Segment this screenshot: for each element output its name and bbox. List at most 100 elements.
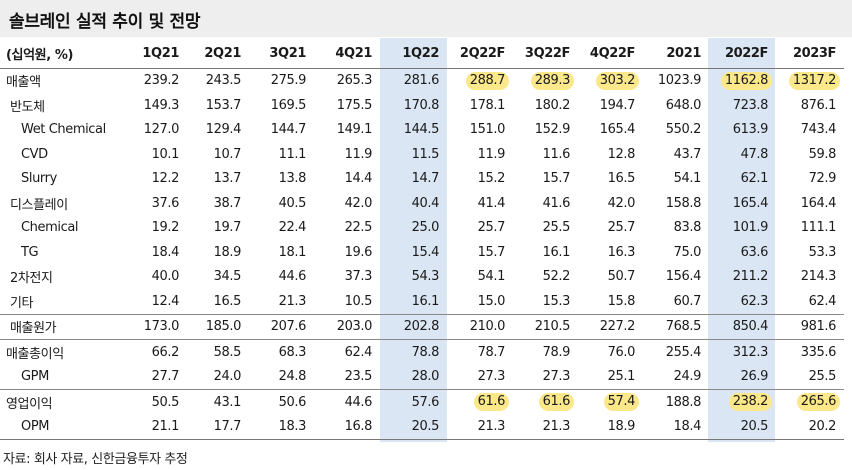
table-cell: 21.3: [513, 414, 578, 440]
table-cell: 265.6: [776, 389, 844, 415]
table-cell: 22.5: [344, 220, 373, 236]
table-cell: 165.4: [599, 122, 636, 138]
row-label: GPM: [21, 369, 49, 385]
table-cell: 66.2: [120, 339, 187, 365]
table-cell: 16.5: [213, 293, 242, 309]
table-cell: 61.6: [447, 389, 513, 415]
table-cell: 25.7: [477, 220, 506, 236]
table-cell: 288.7: [447, 68, 513, 93]
column-header: 3Q21: [249, 40, 314, 69]
table-cell: 54.3: [411, 269, 440, 285]
table-cell: 15.2: [477, 171, 506, 187]
table-cell: 144.5: [403, 122, 440, 138]
table-cell: 275.9: [270, 73, 307, 89]
table-cell: 40.4: [411, 195, 440, 211]
table-cell: 178.1: [469, 97, 506, 113]
table-cell: 16.5: [607, 171, 636, 187]
table-cell: 175.5: [336, 97, 373, 113]
title-bar: 솔브레인 실적 추이 및 전망: [0, 0, 852, 37]
table-cell: 27.3: [542, 369, 571, 385]
table-cell: 15.4: [411, 244, 440, 260]
row-label: 매출원가: [0, 313, 120, 340]
table-cell: 10.7: [213, 146, 242, 162]
table-cell: 59.8: [808, 146, 837, 162]
table-cell: 210.0: [447, 313, 513, 340]
table-cell: 227.2: [578, 313, 643, 340]
column-header: 4Q22F: [578, 40, 643, 69]
table-cell: 22.4: [278, 220, 307, 236]
row-label: 매출액: [6, 75, 41, 91]
table-cell: 202.8: [380, 313, 447, 340]
table-body: 매출액 239.2 243.5 275.9 265.3 281.6 288.7 289.3 30…: [0, 68, 844, 440]
row-label: Slurry: [21, 171, 57, 187]
highlighted-value: 61.6: [538, 393, 574, 412]
table-cell: 303.2: [578, 68, 643, 93]
table-cell: 26.9: [740, 369, 769, 385]
table-cell: 41.4: [477, 195, 506, 211]
table-cell: 10.5: [344, 293, 373, 309]
table-cell: 23.5: [344, 369, 373, 385]
table-cell: 312.3: [709, 339, 776, 365]
table-cell: 18.3: [249, 414, 314, 440]
table-cell: 41.6: [542, 195, 571, 211]
source-note: 자료: 회사 자료, 신한금융투자 추정: [3, 452, 188, 467]
table-cell: 15.8: [607, 293, 636, 309]
table-cell: 16.8: [314, 414, 380, 440]
row-label: 영업이익: [0, 389, 120, 415]
table-cell: 180.2: [534, 97, 571, 113]
shaded-column-2022f: [708, 38, 775, 442]
table-cell: 83.8: [673, 220, 702, 236]
table-row: 반도체 149.3 153.7 169.5 175.5 170.8 178.1 180.2 19…: [0, 93, 844, 118]
table-cell: 1162.8: [709, 68, 776, 93]
table-cell: 335.6: [776, 339, 844, 365]
table-cell: 11.5: [411, 146, 440, 162]
table-cell: 101.9: [732, 220, 769, 236]
row-label: OPM: [0, 414, 120, 440]
table-cell: 75.0: [673, 244, 702, 260]
table-cell: 151.0: [469, 122, 506, 138]
table-cell: 648.0: [665, 97, 702, 113]
table-cell: 158.8: [665, 195, 702, 211]
table-cell: 13.8: [278, 171, 307, 187]
table-cell: 11.6: [542, 146, 571, 162]
table-cell: 42.0: [344, 195, 373, 211]
table-cell: 18.9: [213, 244, 242, 260]
table-cell: 149.1: [336, 122, 373, 138]
table-cell: 743.4: [800, 122, 837, 138]
table-cell: 78.9: [513, 339, 578, 365]
table-row: 디스플레이 37.6 38.7 40.5 42.0 40.4 41.4 41.6 42.0 158…: [0, 191, 844, 216]
table-cell: 127.0: [143, 122, 180, 138]
table-cell: 37.6: [151, 195, 180, 211]
row-label: 매출총이익: [0, 339, 120, 365]
table-cell: 25.7: [607, 220, 636, 236]
table-cell: 144.7: [270, 122, 307, 138]
shaded-column-1q22: [380, 38, 447, 442]
table-cell: 14.7: [411, 171, 440, 187]
highlighted-value: 289.3: [530, 71, 574, 90]
column-header: 2023F: [776, 40, 844, 69]
table-cell: 54.1: [673, 171, 702, 187]
row-label: TG: [21, 244, 39, 260]
table-cell: 194.7: [599, 97, 636, 113]
table-cell: 281.6: [403, 73, 440, 89]
table-cell: 43.1: [187, 389, 249, 415]
highlighted-value: 288.7: [465, 71, 509, 90]
table-cell: 24.9: [673, 369, 702, 385]
table-cell: 43.7: [673, 146, 702, 162]
table-cell: 18.1: [278, 244, 307, 260]
table-title: 솔브레인 실적 추이 및 전망: [9, 12, 201, 32]
table-cell: 238.2: [709, 389, 776, 415]
row-label: Wet Chemical: [21, 122, 106, 138]
row-label: Chemical: [21, 220, 79, 236]
table-cell: 52.2: [542, 269, 571, 285]
column-header: 2Q21: [187, 40, 249, 69]
table-cell: 68.3: [249, 339, 314, 365]
table-cell: 19.2: [151, 220, 180, 236]
table-cell: 16.3: [607, 244, 636, 260]
table-cell: 20.5: [709, 414, 776, 440]
header-row: (십억원, %) 1Q21 2Q21 3Q21 4Q21 1Q22 2Q22F 3Q22F 4Q…: [0, 40, 844, 69]
table-cell: 53.3: [808, 244, 837, 260]
table-cell: 203.0: [314, 313, 380, 340]
row-label: 반도체: [10, 99, 45, 115]
table-cell: 62.3: [740, 293, 769, 309]
